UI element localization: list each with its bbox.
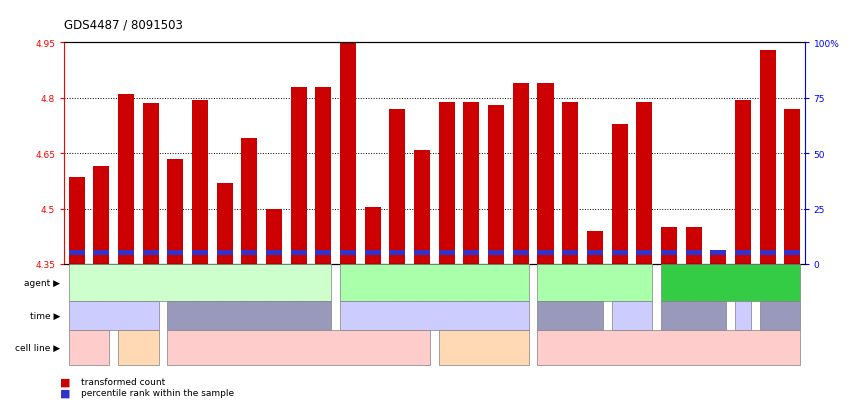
Bar bbox=[710, 253, 726, 264]
Bar bbox=[686, 228, 702, 264]
Bar bbox=[266, 251, 282, 255]
Bar bbox=[686, 251, 702, 255]
Text: agent ▶: agent ▶ bbox=[24, 278, 60, 287]
Bar bbox=[93, 167, 110, 264]
Text: transformed count: transformed count bbox=[81, 377, 165, 387]
Bar bbox=[365, 251, 381, 255]
Bar bbox=[587, 231, 603, 264]
Bar bbox=[463, 251, 479, 255]
Bar bbox=[414, 150, 430, 264]
Bar bbox=[439, 102, 455, 264]
Bar bbox=[710, 251, 726, 255]
Bar bbox=[167, 159, 183, 264]
Bar bbox=[291, 88, 306, 264]
Bar bbox=[143, 251, 158, 255]
Bar bbox=[636, 102, 652, 264]
Bar bbox=[340, 251, 356, 255]
Bar bbox=[192, 100, 208, 264]
Bar bbox=[562, 251, 578, 255]
Bar bbox=[538, 84, 554, 264]
Bar bbox=[562, 102, 578, 264]
Text: ■: ■ bbox=[60, 377, 70, 387]
Bar bbox=[340, 43, 356, 264]
Bar bbox=[118, 251, 134, 255]
Bar bbox=[414, 251, 430, 255]
Bar bbox=[784, 109, 800, 264]
Bar bbox=[611, 251, 627, 255]
Text: percentile rank within the sample: percentile rank within the sample bbox=[81, 388, 235, 397]
Bar bbox=[167, 251, 183, 255]
Bar bbox=[587, 251, 603, 255]
Bar bbox=[735, 100, 751, 264]
Bar bbox=[513, 84, 529, 264]
Bar bbox=[488, 251, 504, 255]
Bar bbox=[315, 88, 331, 264]
Bar bbox=[217, 183, 233, 264]
Text: time ▶: time ▶ bbox=[30, 311, 60, 320]
Bar bbox=[291, 251, 306, 255]
Bar bbox=[636, 251, 652, 255]
Bar bbox=[463, 102, 479, 264]
Bar bbox=[315, 251, 331, 255]
Bar bbox=[513, 251, 529, 255]
Bar bbox=[661, 251, 677, 255]
Bar bbox=[365, 207, 381, 264]
Bar bbox=[784, 251, 800, 255]
Bar bbox=[192, 251, 208, 255]
Bar bbox=[488, 106, 504, 264]
Bar bbox=[118, 95, 134, 264]
Text: ■: ■ bbox=[60, 387, 70, 397]
Bar bbox=[759, 51, 776, 264]
Bar bbox=[241, 251, 258, 255]
Text: GDS4487 / 8091503: GDS4487 / 8091503 bbox=[64, 19, 183, 31]
Bar bbox=[389, 109, 406, 264]
Text: cell line ▶: cell line ▶ bbox=[15, 344, 60, 352]
Bar bbox=[389, 251, 406, 255]
Bar bbox=[735, 251, 751, 255]
Bar bbox=[68, 251, 85, 255]
Bar bbox=[661, 228, 677, 264]
Bar bbox=[241, 139, 258, 264]
Bar bbox=[143, 104, 158, 264]
Bar bbox=[611, 124, 627, 264]
Bar bbox=[93, 251, 110, 255]
Bar bbox=[538, 251, 554, 255]
Bar bbox=[68, 178, 85, 264]
Bar bbox=[759, 251, 776, 255]
Bar bbox=[439, 251, 455, 255]
Bar bbox=[266, 209, 282, 264]
Bar bbox=[217, 251, 233, 255]
